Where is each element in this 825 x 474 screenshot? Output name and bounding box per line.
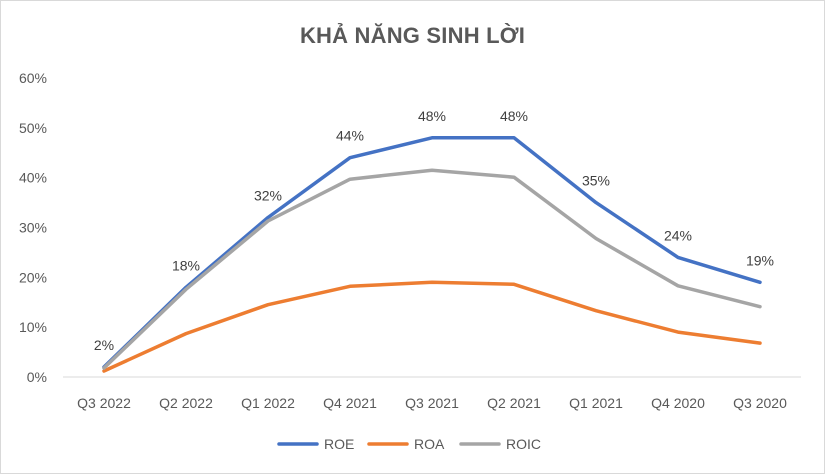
- chart-title: KHẢ NĂNG SINH LỜI: [299, 23, 526, 48]
- legend-label-roic: ROIC: [506, 436, 541, 452]
- series-line-roic: [102, 168, 762, 370]
- y-tick-label: 0%: [27, 369, 47, 385]
- x-tick-label: Q3 2022: [77, 395, 131, 411]
- data-label: 35%: [582, 173, 610, 189]
- x-tick-label: Q3 2020: [733, 395, 787, 411]
- y-tick-label: 40%: [19, 170, 47, 186]
- y-tick-label: 30%: [19, 220, 47, 236]
- y-tick-label: 20%: [19, 269, 47, 285]
- x-tick-label: Q3 2021: [405, 395, 459, 411]
- x-tick-label: Q1 2022: [241, 395, 295, 411]
- legend: ROE ROA ROIC: [277, 436, 541, 452]
- x-axis-ticks: Q3 2022 Q2 2022 Q1 2022 Q4 2021 Q3 2021 Q2 20…: [77, 395, 787, 411]
- data-label: 24%: [664, 227, 692, 243]
- data-label: 2%: [94, 337, 114, 353]
- data-label: 48%: [500, 108, 528, 124]
- x-tick-label: Q2 2021: [487, 395, 541, 411]
- x-tick-label: Q2 2022: [159, 395, 213, 411]
- data-label: 48%: [418, 108, 446, 124]
- data-label: 19%: [746, 252, 774, 268]
- y-tick-label: 60%: [19, 70, 47, 86]
- legend-label-roa: ROA: [414, 436, 445, 452]
- data-label: 44%: [336, 128, 364, 144]
- legend-label-roe: ROE: [324, 436, 354, 452]
- y-axis-ticks: 0% 10% 20% 30% 40% 50% 60%: [19, 70, 47, 385]
- x-tick-label: Q4 2020: [651, 395, 705, 411]
- data-label: 32%: [254, 188, 282, 204]
- data-label: 18%: [172, 257, 200, 273]
- series-line-roe: [102, 136, 762, 369]
- series-lines: [102, 136, 762, 373]
- y-tick-label: 50%: [19, 120, 47, 136]
- x-tick-label: Q4 2021: [323, 395, 377, 411]
- x-tick-label: Q1 2021: [569, 395, 623, 411]
- series-line-roa: [102, 280, 762, 373]
- data-labels: 2% 18% 32% 44% 48% 48% 35% 24% 19%: [94, 108, 774, 353]
- y-tick-label: 10%: [19, 319, 47, 335]
